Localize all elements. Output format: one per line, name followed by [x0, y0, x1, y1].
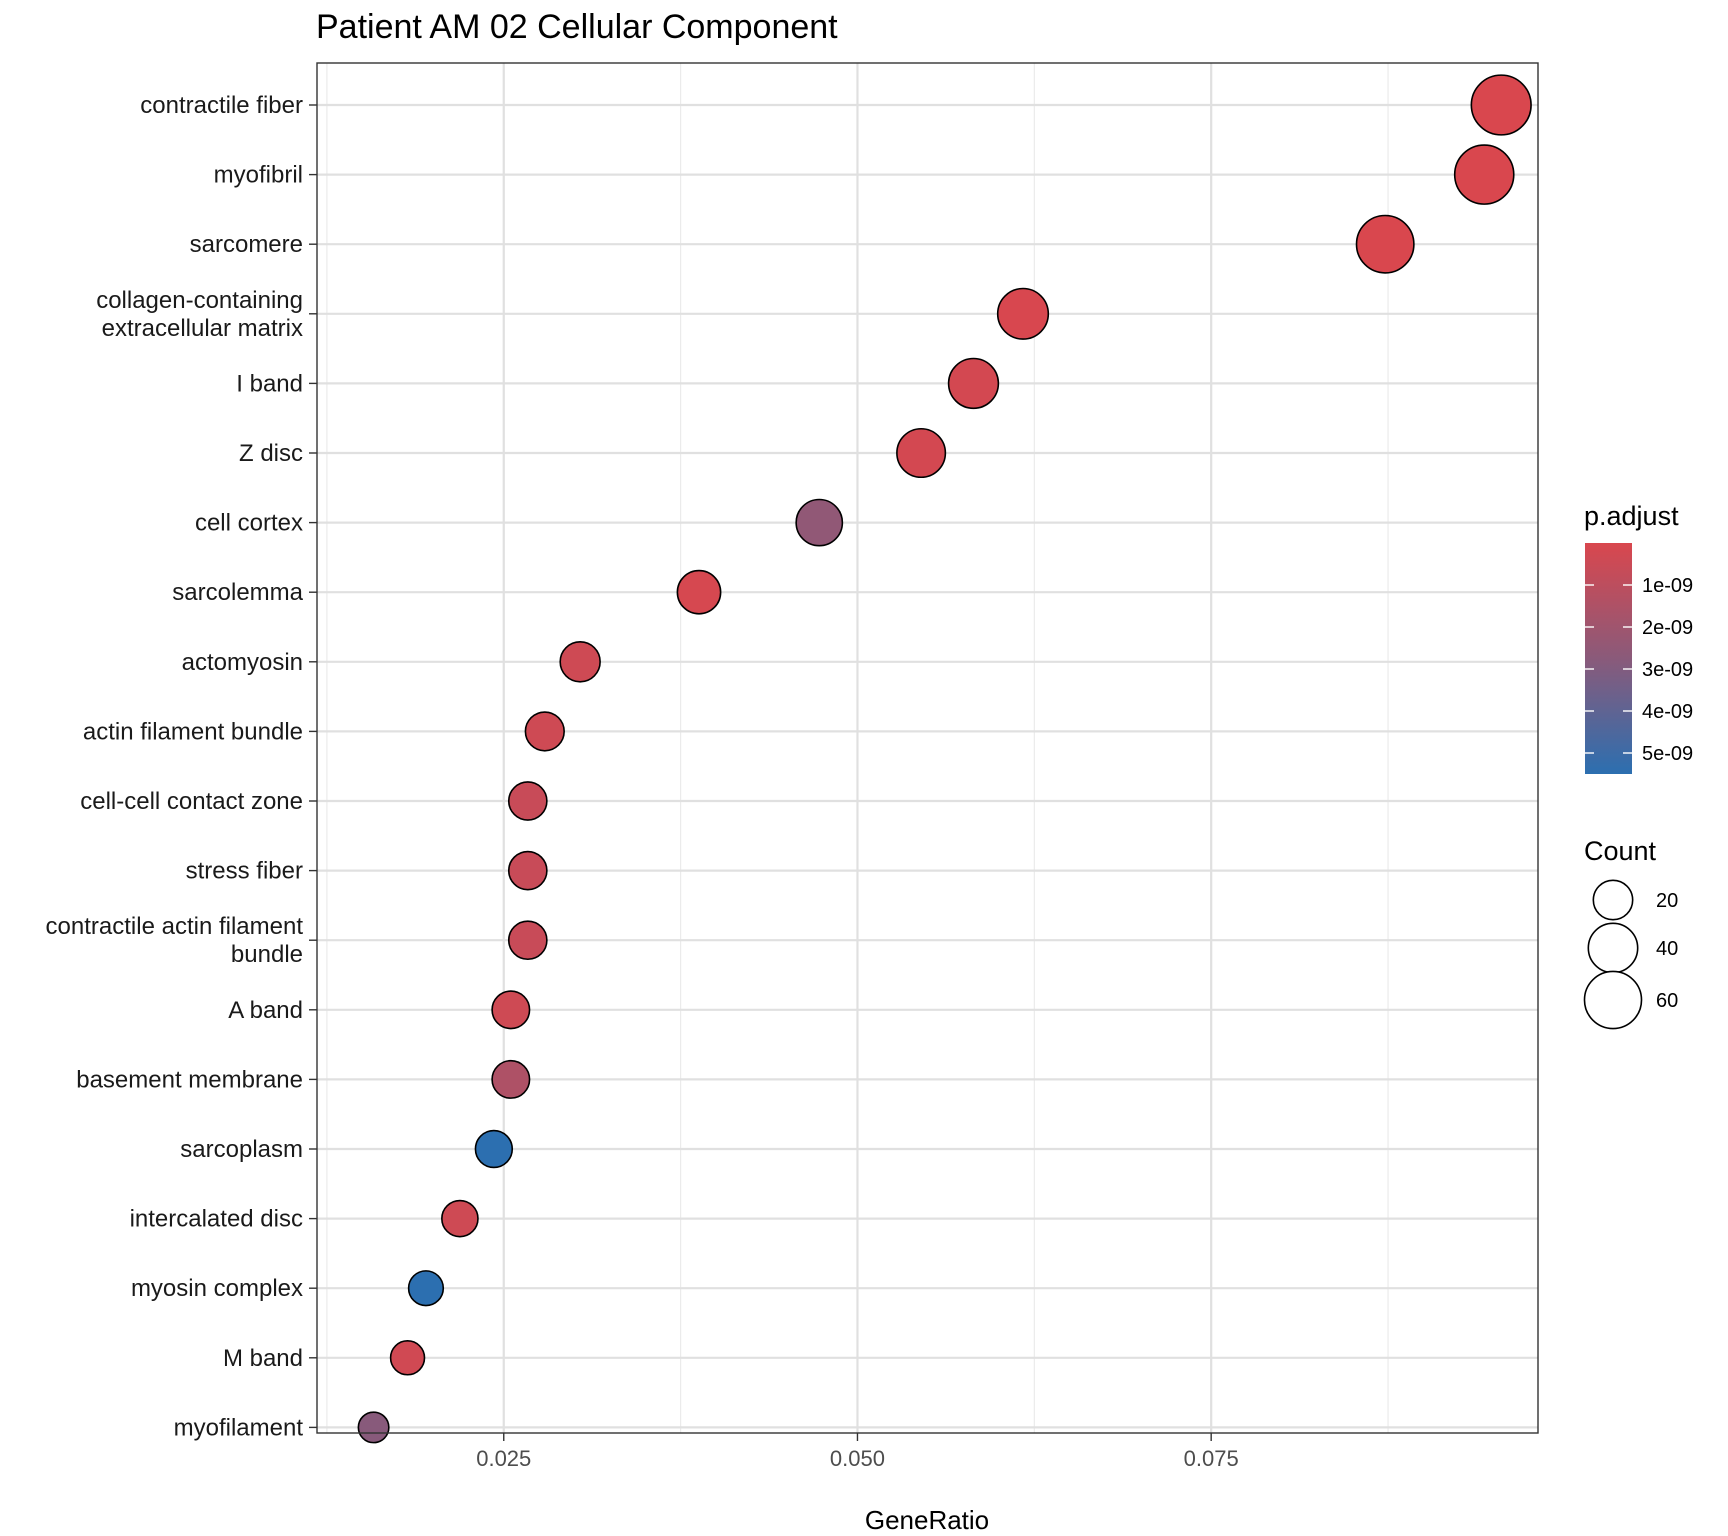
data-point — [491, 990, 531, 1030]
count-legend: Count 20 40 60 — [1583, 836, 1678, 1030]
data-point — [996, 287, 1050, 340]
x-axis: 0.025 0.050 0.075 — [476, 1433, 1239, 1471]
y-tick-label-line: actomyosin — [182, 649, 303, 676]
y-tick-label-line: collagen-containing — [96, 287, 303, 314]
data-point — [1470, 74, 1532, 136]
y-tick-label: M band — [223, 1345, 303, 1372]
p-adjust-legend-title: p.adjust — [1584, 501, 1679, 531]
y-tick-label: basement membrane — [76, 1066, 303, 1093]
y-tick-label: myofibril — [214, 162, 303, 189]
data-point — [1453, 144, 1515, 205]
data-point — [474, 1129, 514, 1169]
y-tick-label-line: cell cortex — [195, 510, 303, 537]
data-point — [441, 1199, 479, 1238]
y-axis-labels: contractile fiber myofibril sarcomere colla… — [46, 92, 317, 1441]
y-tick-label-line: sarcomere — [190, 231, 303, 258]
p-adjust-colorbar — [1585, 543, 1632, 774]
count-legend-circle — [1592, 879, 1634, 921]
data-points — [357, 74, 1532, 1444]
count-legend-circle — [1587, 922, 1639, 974]
data-point — [507, 850, 548, 891]
y-tick-label-line: A band — [228, 997, 303, 1024]
y-tick-label-line: contractile actin filament — [46, 913, 304, 940]
y-tick-label-line: basement membrane — [76, 1066, 303, 1093]
count-legend-label: 60 — [1656, 990, 1678, 1012]
y-tick-label-line: myofilament — [174, 1414, 304, 1441]
y-tick-label: contractile actin filament bundle — [46, 913, 304, 968]
colorbar-tick-label: 3e-09 — [1642, 659, 1693, 681]
p-adjust-legend: p.adjust 1e-09 2e-09 3e-09 4e-09 5e-09 — [1584, 501, 1693, 774]
y-tick-label: cell cortex — [195, 510, 303, 537]
y-tick-label-line: intercalated disc — [130, 1206, 303, 1233]
panel-background — [317, 63, 1538, 1433]
data-point — [676, 569, 722, 615]
data-point — [507, 781, 548, 821]
count-legend-label: 20 — [1656, 890, 1678, 912]
y-tick-label-line: contractile fiber — [140, 92, 303, 119]
y-tick-label-line: stress fiber — [186, 858, 303, 885]
count-legend-keys: 20 40 60 — [1583, 879, 1678, 1030]
data-point — [491, 1059, 531, 1099]
y-tick-label: collagen-containing extracellular matrix — [96, 287, 303, 342]
y-tick-label: sarcoplasm — [180, 1136, 303, 1163]
count-legend-title: Count — [1584, 836, 1657, 866]
x-tick-label: 0.025 — [476, 1446, 531, 1471]
y-tick-label: actomyosin — [182, 649, 303, 676]
x-axis-title: GeneRatio — [865, 1505, 989, 1535]
colorbar-ticks: 1e-09 2e-09 3e-09 4e-09 5e-09 — [1585, 575, 1693, 765]
y-tick-label: myosin complex — [131, 1275, 303, 1302]
plot-panel — [316, 62, 1539, 1444]
x-tick-label: 0.075 — [1184, 1446, 1239, 1471]
y-tick-label-line: extracellular matrix — [102, 315, 303, 342]
data-point — [1355, 214, 1415, 274]
y-tick-label-line: bundle — [231, 941, 303, 968]
y-tick-label: actin filament bundle — [83, 718, 303, 745]
y-tick-label: A band — [228, 997, 303, 1024]
count-legend-circle — [1583, 970, 1643, 1030]
panel-border — [316, 62, 1539, 1434]
data-point — [559, 641, 601, 683]
data-point — [507, 920, 548, 961]
y-tick-label: sarcolemma — [172, 579, 303, 606]
y-tick-label-line: M band — [223, 1345, 303, 1372]
y-tick-label: Z disc — [239, 440, 303, 467]
y-tick-label-line: myofibril — [214, 162, 303, 189]
data-point — [407, 1270, 445, 1307]
y-tick-label: stress fiber — [186, 858, 303, 885]
y-tick-label-line: sarcoplasm — [180, 1136, 303, 1163]
data-point — [524, 711, 565, 752]
data-point — [947, 357, 1000, 410]
data-point — [795, 498, 844, 547]
colorbar-tick-label: 1e-09 — [1642, 575, 1693, 597]
x-tick-label: 0.050 — [830, 1446, 885, 1471]
colorbar-tick-label: 2e-09 — [1642, 617, 1693, 639]
y-tick-label: myofilament — [174, 1414, 304, 1441]
data-point — [357, 1411, 390, 1444]
data-point — [389, 1340, 426, 1376]
y-tick-label: cell-cell contact zone — [80, 788, 303, 815]
y-tick-label-line: I band — [236, 370, 303, 397]
data-point — [896, 427, 947, 479]
chart-title: Patient AM 02 Cellular Component — [316, 8, 838, 46]
y-tick-label: I band — [236, 370, 303, 397]
y-tick-label-line: actin filament bundle — [83, 718, 303, 745]
y-tick-label-line: Z disc — [239, 440, 303, 467]
y-tick-label-line: sarcolemma — [172, 579, 303, 606]
y-tick-label: sarcomere — [190, 231, 303, 258]
y-tick-label: intercalated disc — [130, 1206, 303, 1233]
y-tick-label: contractile fiber — [140, 92, 303, 119]
colorbar-tick-label: 4e-09 — [1642, 701, 1693, 723]
count-legend-label: 40 — [1656, 938, 1678, 960]
colorbar-tick-label: 5e-09 — [1642, 743, 1693, 765]
y-tick-label-line: cell-cell contact zone — [80, 788, 303, 815]
y-tick-label-line: myosin complex — [131, 1275, 303, 1302]
